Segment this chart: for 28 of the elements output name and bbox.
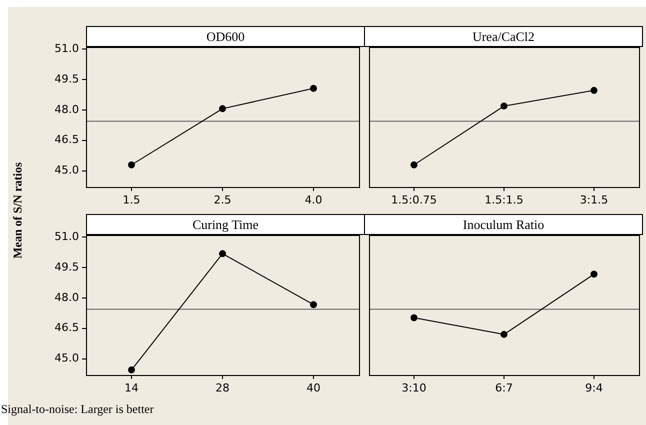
x-tick-label: 1.5:0.75 <box>391 193 437 206</box>
y-tick-label: 46.5 <box>54 321 79 334</box>
x-tick-label: 1.5:1.5 <box>484 193 524 206</box>
chart-title: Urea/CaCl2 <box>364 26 643 47</box>
y-tick-label: 45.0 <box>54 164 79 177</box>
chart-title: OD600 <box>86 26 365 47</box>
chart-title: Curing Time <box>86 214 365 235</box>
x-tick-label: 1.5 <box>122 193 140 206</box>
chart-title: Inoculum Ratio <box>364 214 643 235</box>
x-tick-label: 4.0 <box>304 193 322 206</box>
x-tick-label: 14 <box>124 381 138 394</box>
x-tick-label: 40 <box>306 381 320 394</box>
x-tick-label: 9:4 <box>585 381 603 394</box>
x-tick-label: 3:10 <box>402 381 426 394</box>
text: Signal-to-noise: Larger is better <box>1 402 154 417</box>
y-tick-label: 49.5 <box>54 72 79 86</box>
x-tick-label: 28 <box>216 381 230 394</box>
y-tick-label: 46.5 <box>54 133 79 146</box>
y-tick-label: 51.0 <box>54 42 79 55</box>
y-tick-label: 48.0 <box>54 102 79 116</box>
y-axis-title: Mean of S/N ratios <box>10 162 26 258</box>
y-tick-label: 45.0 <box>54 352 79 365</box>
y-tick-label: 49.5 <box>54 260 79 274</box>
x-tick-label: 6:7 <box>495 381 513 394</box>
y-tick-label: 51.0 <box>54 230 79 243</box>
y-tick-label: 48.0 <box>54 290 79 304</box>
x-tick-label: 3:1.5 <box>580 193 608 206</box>
x-tick-label: 2.5 <box>214 193 232 206</box>
